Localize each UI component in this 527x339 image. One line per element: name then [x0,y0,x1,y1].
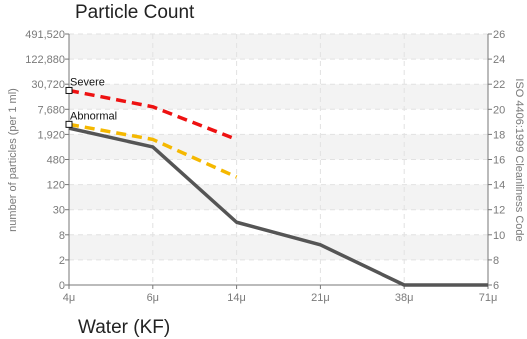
y-axis-right-label: ISO 4406:1999 Cleanliness Code [513,78,525,241]
series-marker [65,120,73,128]
y-left-tick-label: 7,680 [37,104,65,116]
background-band [69,134,488,160]
y-right-tick-label: 18 [493,129,505,141]
y-left-tick-label: 0 [59,280,65,292]
y-left-tick-label: 491,520 [25,29,65,41]
y-right-tick-label: 16 [493,155,505,167]
series-lines [68,88,488,287]
background-band [69,234,488,260]
y-left-tick-label: 30 [53,205,65,217]
y-left-tick-label: 8 [59,230,65,242]
y-right-tick-label: 24 [493,54,505,66]
series-line-severe [68,88,238,142]
y-left-tick-label: 480 [47,155,65,167]
y-left-tick-label: 120 [47,180,65,192]
x-tick-label: 6μ [147,292,159,304]
right-axis-ticks: 6 8 10 12 14 16 18 20 22 24 26 [488,29,505,292]
x-axis-ticks: 4μ 6μ 14μ 21μ 38μ 71μ [63,285,498,304]
background-band [69,184,488,210]
background-band [69,34,488,60]
series-label: Abnormal [70,110,117,122]
y-right-tick-label: 14 [493,180,505,192]
y-right-tick-label: 10 [493,230,505,242]
y-right-tick-label: 6 [493,280,499,292]
y-right-tick-label: 26 [493,29,505,41]
chart-title: Particle Count [75,2,195,23]
y-left-tick-label: 2 [59,255,65,267]
left-axis-ticks: 0 2 8 30 120 480 1,920 7,680 30,720 122,880 491,52… [25,29,69,292]
series-line-measured [68,126,488,287]
x-tick-label: 4μ [63,292,75,304]
y-left-tick-label: 30,720 [31,79,65,91]
y-right-tick-label: 12 [493,205,505,217]
x-tick-label: 21μ [311,292,330,304]
x-tick-label: 14μ [227,292,246,304]
series-markers: Severe Abnormal [65,76,117,128]
y-left-tick-label: 122,880 [25,54,65,66]
x-tick-label: 71μ [479,292,498,304]
y-right-tick-label: 8 [493,255,499,267]
series-marker [65,86,73,94]
sample-type-label: Water (KF) [78,317,171,338]
series-line-abnormal [68,122,238,179]
background-band [69,84,488,110]
y-right-tick-label: 22 [493,79,505,91]
x-tick-label: 38μ [395,292,414,304]
background-bands [69,34,488,260]
series-label: Severe [70,76,105,88]
y-right-tick-label: 20 [493,104,505,116]
y-axis-left-label: number of particles (per 1 ml) [7,88,19,232]
y-left-tick-label: 1,920 [37,129,65,141]
